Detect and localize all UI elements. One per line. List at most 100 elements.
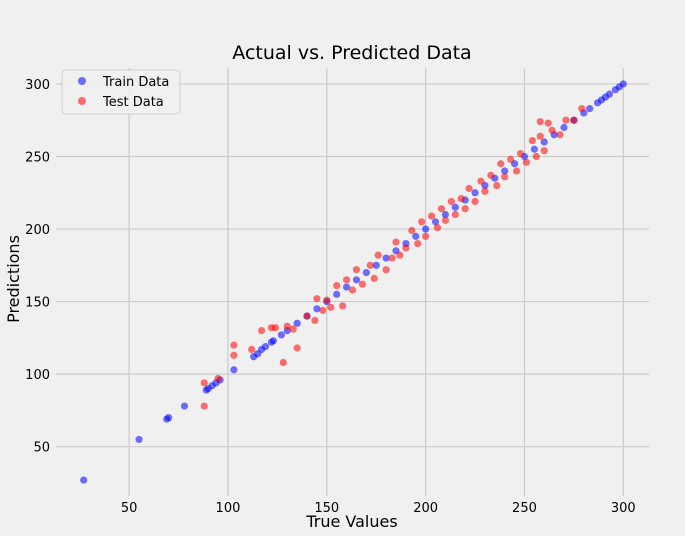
legend-marker-train	[78, 77, 86, 85]
test-point	[497, 160, 505, 168]
test-point	[414, 239, 422, 248]
legend-label-train: Train Data	[102, 75, 169, 90]
y-tick-label: 150	[25, 296, 50, 311]
test-point	[248, 345, 256, 354]
test-point	[418, 218, 426, 226]
x-tick-label: 50	[121, 501, 138, 516]
train-point	[135, 435, 143, 444]
test-point	[257, 327, 266, 335]
test-point	[447, 197, 455, 206]
test-point	[536, 118, 544, 126]
train-point	[605, 90, 614, 98]
test-point	[230, 351, 238, 359]
test-point	[433, 223, 442, 232]
test-point	[422, 232, 430, 240]
test-point	[279, 358, 287, 367]
x-tick-label: 200	[413, 501, 438, 516]
train-point	[362, 268, 370, 277]
test-point	[570, 116, 578, 124]
test-point	[477, 177, 485, 185]
x-tick-label: 150	[314, 501, 339, 516]
train-point	[80, 476, 88, 484]
test-point	[481, 187, 489, 195]
chart-title: Actual vs. Predicted Data	[232, 42, 471, 64]
test-point	[289, 325, 297, 333]
y-tick-label: 300	[25, 78, 50, 93]
test-point	[214, 374, 222, 383]
train-point	[431, 218, 440, 226]
test-point	[333, 282, 341, 290]
test-point	[402, 244, 410, 252]
test-point	[342, 276, 351, 284]
test-point	[544, 119, 552, 127]
test-point	[578, 105, 586, 113]
test-point	[536, 132, 544, 140]
x-tick-label: 100	[216, 501, 241, 516]
test-point	[339, 302, 347, 310]
test-point	[374, 251, 382, 259]
train-point	[277, 331, 285, 339]
train-point	[382, 254, 390, 262]
test-point	[451, 210, 459, 219]
train-point	[261, 342, 270, 351]
test-point	[382, 266, 390, 274]
train-point	[342, 283, 351, 291]
y-tick-label: 200	[25, 223, 50, 238]
test-point	[441, 216, 450, 224]
test-point	[283, 322, 291, 330]
test-point	[388, 254, 396, 262]
test-point	[532, 152, 540, 161]
y-axis-label: Predictions	[4, 235, 23, 323]
test-point	[323, 296, 331, 304]
x-tick-label: 300	[611, 501, 636, 516]
test-point	[461, 205, 469, 213]
legend: Train Data Test Data	[61, 69, 181, 115]
train-point	[230, 366, 238, 374]
train-point	[352, 276, 361, 284]
tick-labels: 50 100 150 200 250 300 50 100 150 200 250 300	[25, 78, 636, 516]
test-point	[319, 306, 327, 314]
test-point	[271, 324, 280, 332]
test-point	[556, 131, 564, 139]
test-point	[507, 155, 515, 164]
test-point	[465, 184, 473, 193]
train-point	[412, 232, 420, 240]
test-point	[348, 286, 357, 294]
train-point	[471, 189, 479, 197]
test-point	[512, 167, 521, 175]
train-point	[560, 123, 568, 132]
grid-lines	[56, 68, 649, 496]
test-point	[392, 238, 400, 246]
train-point	[619, 80, 627, 88]
y-tick-label: 250	[25, 151, 50, 166]
test-point	[528, 136, 536, 145]
train-point	[313, 305, 321, 313]
y-tick-label: 50	[33, 441, 50, 456]
train-point	[422, 225, 430, 233]
test-point	[200, 379, 208, 387]
test-point	[516, 150, 525, 158]
test-point	[437, 205, 446, 213]
test-point	[230, 341, 238, 349]
train-point	[501, 167, 509, 175]
test-point	[303, 312, 311, 320]
train-point	[540, 138, 548, 146]
train-point	[530, 145, 538, 153]
train-point	[180, 402, 189, 410]
test-point	[200, 402, 208, 410]
test-point	[562, 116, 570, 124]
train-point	[165, 414, 173, 422]
legend-marker-test	[78, 97, 86, 105]
test-point	[501, 173, 509, 181]
train-point	[451, 203, 459, 211]
test-point	[471, 197, 479, 206]
test-point	[358, 280, 366, 288]
x-tick-label: 250	[512, 501, 537, 516]
test-point	[327, 303, 335, 311]
test-point	[487, 171, 495, 179]
test-point	[540, 147, 548, 155]
train-point	[586, 105, 594, 113]
test-point	[313, 295, 321, 303]
